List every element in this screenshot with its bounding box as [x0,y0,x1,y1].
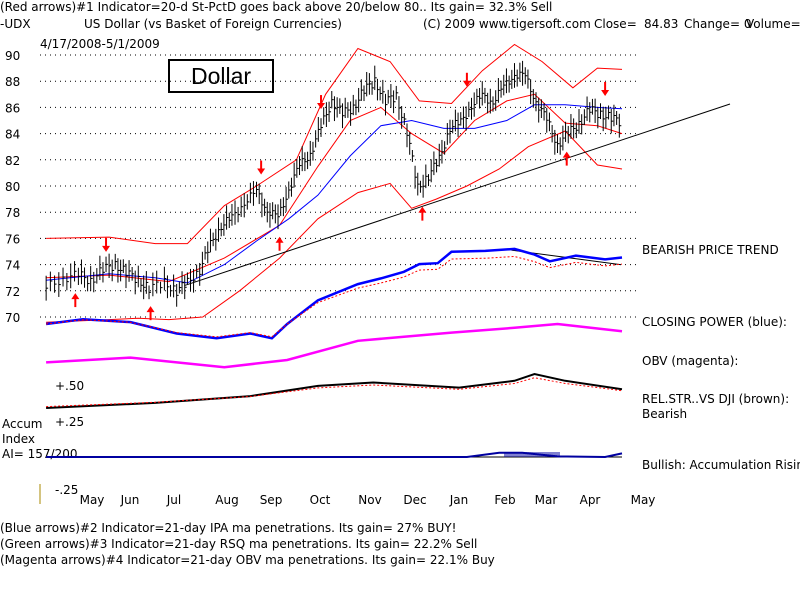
accum-status: Bullish: Accumulation Rising [642,458,800,472]
sell-arrow-head [257,168,266,175]
accum-line [46,451,623,459]
price-bars [45,60,622,307]
close-value: 84.83 [644,17,679,31]
volume-label: Volume= [746,17,800,31]
y-tick-label: 84 [5,128,20,142]
y-axis-labels: 70 72 74 76 78 80 82 84 86 88 90 [5,49,20,325]
x-tick-label: May [631,493,656,507]
bearish-trend-label: BEARISH PRICE TREND [642,243,779,257]
indicator-3-description: (Green arrows)#3 Indicator=21-day RSQ ma… [0,537,478,551]
x-tick-label: Dec [403,493,426,507]
sell-arrow-head [462,80,471,87]
x-tick-label: Sep [260,493,283,507]
x-tick-label: Nov [358,493,381,507]
relstr-tick-plus50: +.50 [55,379,85,393]
change-label: Change= 0 [684,17,752,31]
copyright: (C) 2009 www.tigersoft.com [423,17,591,31]
sell-arrow-head [601,89,610,96]
obv-line [46,322,623,369]
y-tick-label: 74 [5,259,20,273]
symbol-label: -UDX [0,17,31,31]
y-tick-label: 70 [5,311,20,325]
y-tick-label: 90 [5,49,20,63]
buy-arrow-head [562,151,571,158]
buy-arrow-head [418,206,427,213]
x-tick-label: Aug [215,493,238,507]
accum-label: Accum [2,417,43,431]
relstr-label: REL.STR..VS DJI (brown): [642,392,790,406]
x-axis-labels: May Jun Jul Aug Sep Oct Nov Dec Jan Feb Mar Apr May [39,484,656,507]
obv-label: OBV (magenta): [642,354,739,368]
accum-tick-plus25: +.25 [55,415,85,429]
indicator-1-description: (Red arrows)#1 Indicator=20-d St-PctD go… [0,0,553,14]
buy-arrow-head [71,293,80,300]
buy-arrow-head [146,306,155,313]
x-tick-label: Oct [310,493,331,507]
relstr-value: Bearish [642,407,688,421]
index-label: Index [2,432,36,446]
x-tick-label: Jun [120,493,140,507]
indicator-4-description: (Magenta arrows)#4 Indicator=21-day OBV … [0,553,495,567]
y-tick-label: 88 [5,75,20,89]
upper-band-line [46,43,623,245]
sell-arrow-head [102,245,111,252]
x-tick-label: Mar [535,493,558,507]
x-tick-label: May [80,493,105,507]
accum-tick-minus25: -.25 [55,483,79,497]
signal-arrows [71,72,610,321]
x-tick-label: Feb [494,493,515,507]
y-tick-label: 80 [5,180,20,194]
relstr-line [46,372,623,409]
y-tick-label: 78 [5,206,20,220]
x-tick-label: Jan [449,493,469,507]
indicator-2-description: (Blue arrows)#2 Indicator=21-day IPA ma … [0,521,457,535]
sell-arrow-head [317,103,326,110]
buy-arrow-head [275,236,284,243]
x-tick-label: Apr [580,493,601,507]
relstr-ma [46,377,623,408]
close-label: Close= [594,17,637,31]
chart-title-box: Dollar [168,59,274,93]
closing-power-ma [46,255,623,338]
y-tick-label: 86 [5,101,20,115]
date-range: 4/17/2008-5/1/2009 [40,37,160,51]
security-name: US Dollar (vs Basket of Foreign Currenci… [84,17,342,31]
y-tick-label: 76 [5,232,20,246]
support-trendline [184,103,731,287]
y-tick-label: 82 [5,154,20,168]
closing-power-line [45,247,623,340]
indicator-panels [45,247,623,459]
x-tick-label: Jul [166,493,181,507]
trend-lines [184,103,731,287]
closing-power-label: CLOSING POWER (blue): [642,315,787,329]
lower-band-line [46,130,623,323]
y-tick-label: 72 [5,285,20,299]
